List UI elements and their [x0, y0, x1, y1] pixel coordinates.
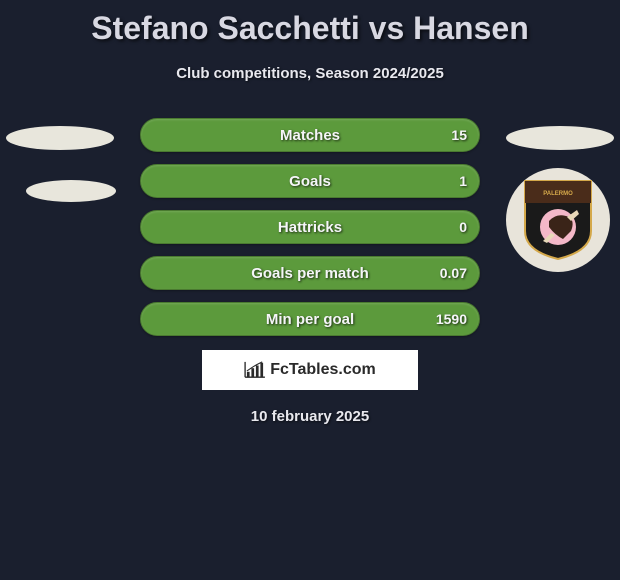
decor-ellipse [506, 126, 614, 150]
stat-row-goals-per-match: Goals per match 0.07 [140, 256, 480, 290]
page-title: Stefano Sacchetti vs Hansen [0, 10, 620, 47]
stat-bar: Goals per match 0.07 [140, 256, 480, 290]
shield-icon: PALERMO [521, 177, 595, 263]
stat-label: Matches [280, 127, 340, 144]
club-badge: PALERMO [506, 168, 610, 272]
stat-label: Hattricks [278, 219, 342, 236]
stat-row-matches: Matches 15 [140, 118, 480, 152]
logo-text: FcTables.com [270, 361, 376, 379]
svg-text:PALERMO: PALERMO [543, 191, 573, 197]
stat-bar: Goals 1 [140, 164, 480, 198]
stat-row-hattricks: Hattricks 0 [140, 210, 480, 244]
stat-label: Goals per match [251, 265, 369, 282]
stat-row-goals: Goals 1 [140, 164, 480, 198]
logo-box: FcTables.com [202, 350, 418, 390]
stat-value: 0.07 [440, 265, 467, 281]
stat-value: 1590 [436, 311, 467, 327]
stat-row-min-per-goal: Min per goal 1590 [140, 302, 480, 336]
stat-value: 15 [451, 127, 467, 143]
decor-ellipse [6, 126, 114, 150]
stat-bar: Matches 15 [140, 118, 480, 152]
stat-value: 1 [459, 173, 467, 189]
stat-label: Goals [289, 173, 331, 190]
stat-value: 0 [459, 219, 467, 235]
date-label: 10 february 2025 [0, 408, 620, 425]
subtitle: Club competitions, Season 2024/2025 [0, 65, 620, 82]
stat-bar: Min per goal 1590 [140, 302, 480, 336]
stat-bar: Hattricks 0 [140, 210, 480, 244]
decor-ellipse [26, 180, 116, 202]
chart-icon [244, 361, 266, 379]
stat-label: Min per goal [266, 311, 354, 328]
